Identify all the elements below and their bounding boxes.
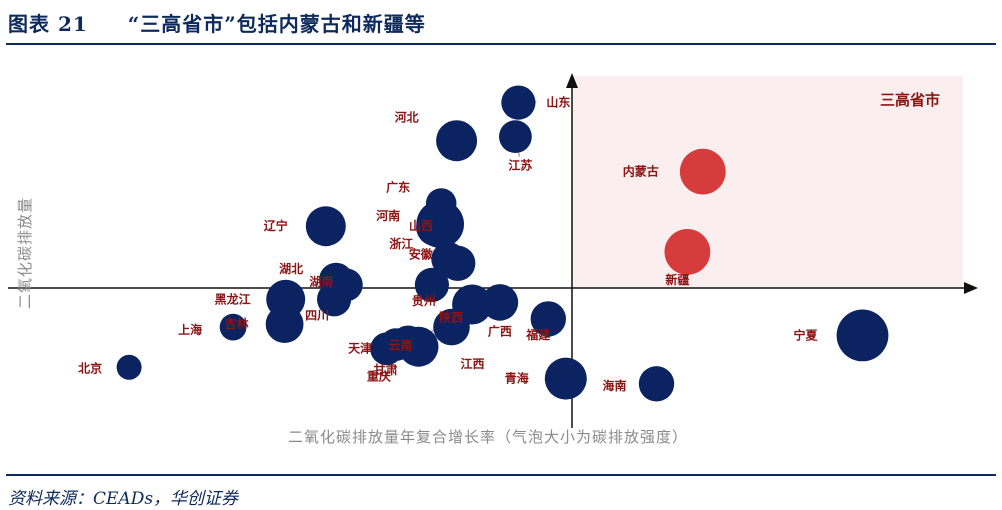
bubble-27 xyxy=(379,328,413,361)
footer-rule xyxy=(6,474,996,476)
bubble-label-25: 北京 xyxy=(78,360,102,375)
quadrant-label: 三高省市 xyxy=(880,91,940,109)
bubble-label-27: 重庆 xyxy=(367,369,391,384)
bubble-label-26: 甘肃 xyxy=(374,362,398,377)
bubble-label-28: 青海 xyxy=(505,371,529,386)
bubble-label-4: 广东 xyxy=(386,180,410,195)
bubble-label-1: 河北 xyxy=(394,110,419,125)
bubble-3 xyxy=(679,148,726,195)
bubble-25 xyxy=(116,354,142,380)
three-high-quadrant xyxy=(572,76,963,288)
bubble-label-20: 天津 xyxy=(348,341,372,356)
bubble-label-12: 湖南 xyxy=(309,274,333,289)
bubble-label-2: 江苏 xyxy=(508,158,532,173)
bubble-10 xyxy=(440,245,476,281)
bubble-15 xyxy=(317,282,352,317)
bubble-label-5: 河南 xyxy=(375,208,400,223)
bubble-24 xyxy=(836,309,889,362)
x-axis-label: 二氧化碳排放量年复合增长率（气泡大小为碳排放强度） xyxy=(288,428,688,446)
bubble-label-24: 宁夏 xyxy=(793,327,818,342)
bubble-label-7: 辽宁 xyxy=(264,218,288,233)
bubble-17 xyxy=(481,284,519,321)
x-axis-arrow xyxy=(964,282,978,294)
bubble-7 xyxy=(305,206,346,247)
bubble-label-23: 福建 xyxy=(525,327,551,342)
bubble-label-17: 广西 xyxy=(488,323,512,338)
bubble-19 xyxy=(265,305,304,343)
bubble-label-15: 四川 xyxy=(305,308,329,322)
bubble-18 xyxy=(219,313,247,341)
bubble-label-8: 新疆 xyxy=(665,272,689,287)
bubble-23 xyxy=(530,301,566,337)
header-rule xyxy=(6,43,996,45)
bubble-0 xyxy=(501,85,536,120)
source-note: 资料来源：CEADs，华创证券 xyxy=(8,489,239,509)
bubbles xyxy=(116,85,889,402)
figure-number: 图表 21 xyxy=(8,12,88,36)
bubble-2 xyxy=(499,120,532,153)
bubble-label-10: 安徽 xyxy=(409,246,434,261)
y-axis-arrow xyxy=(566,73,578,88)
bubble-label-11: 湖北 xyxy=(279,261,303,276)
bubble-label-21: 云南 xyxy=(388,338,412,353)
bubble-13 xyxy=(414,267,449,302)
figure-title: 图表 21 “三高省市”包括内蒙古和新疆等 xyxy=(8,8,426,37)
bubble-label-0: 山东 xyxy=(546,95,570,110)
bubble-22 xyxy=(433,308,470,346)
bubble-label-9: 浙江 xyxy=(389,236,413,251)
bubble-label-22: 江西 xyxy=(460,356,484,371)
bubble-label-3: 内蒙古 xyxy=(623,164,659,179)
bubble-label-29: 海南 xyxy=(602,378,626,393)
bubble-label-16: 陕西 xyxy=(439,310,463,325)
figure-caption: “三高省市”包括内蒙古和新疆等 xyxy=(127,12,426,36)
bubble-label-18: 上海 xyxy=(178,322,202,337)
bubble-8 xyxy=(664,229,711,275)
bubble-label-14: 黑龙江 xyxy=(215,291,251,306)
bubble-label-19: 吉林 xyxy=(225,316,249,331)
bubble-label-13: 贵州 xyxy=(412,293,436,308)
y-axis-label: 二氧化碳排放量 xyxy=(16,197,34,309)
bubble-1 xyxy=(436,120,478,162)
bubble-label-6: 山西 xyxy=(409,218,433,233)
bubble-28 xyxy=(544,357,587,400)
bubble-29 xyxy=(638,366,675,402)
bubble-6 xyxy=(416,208,454,247)
